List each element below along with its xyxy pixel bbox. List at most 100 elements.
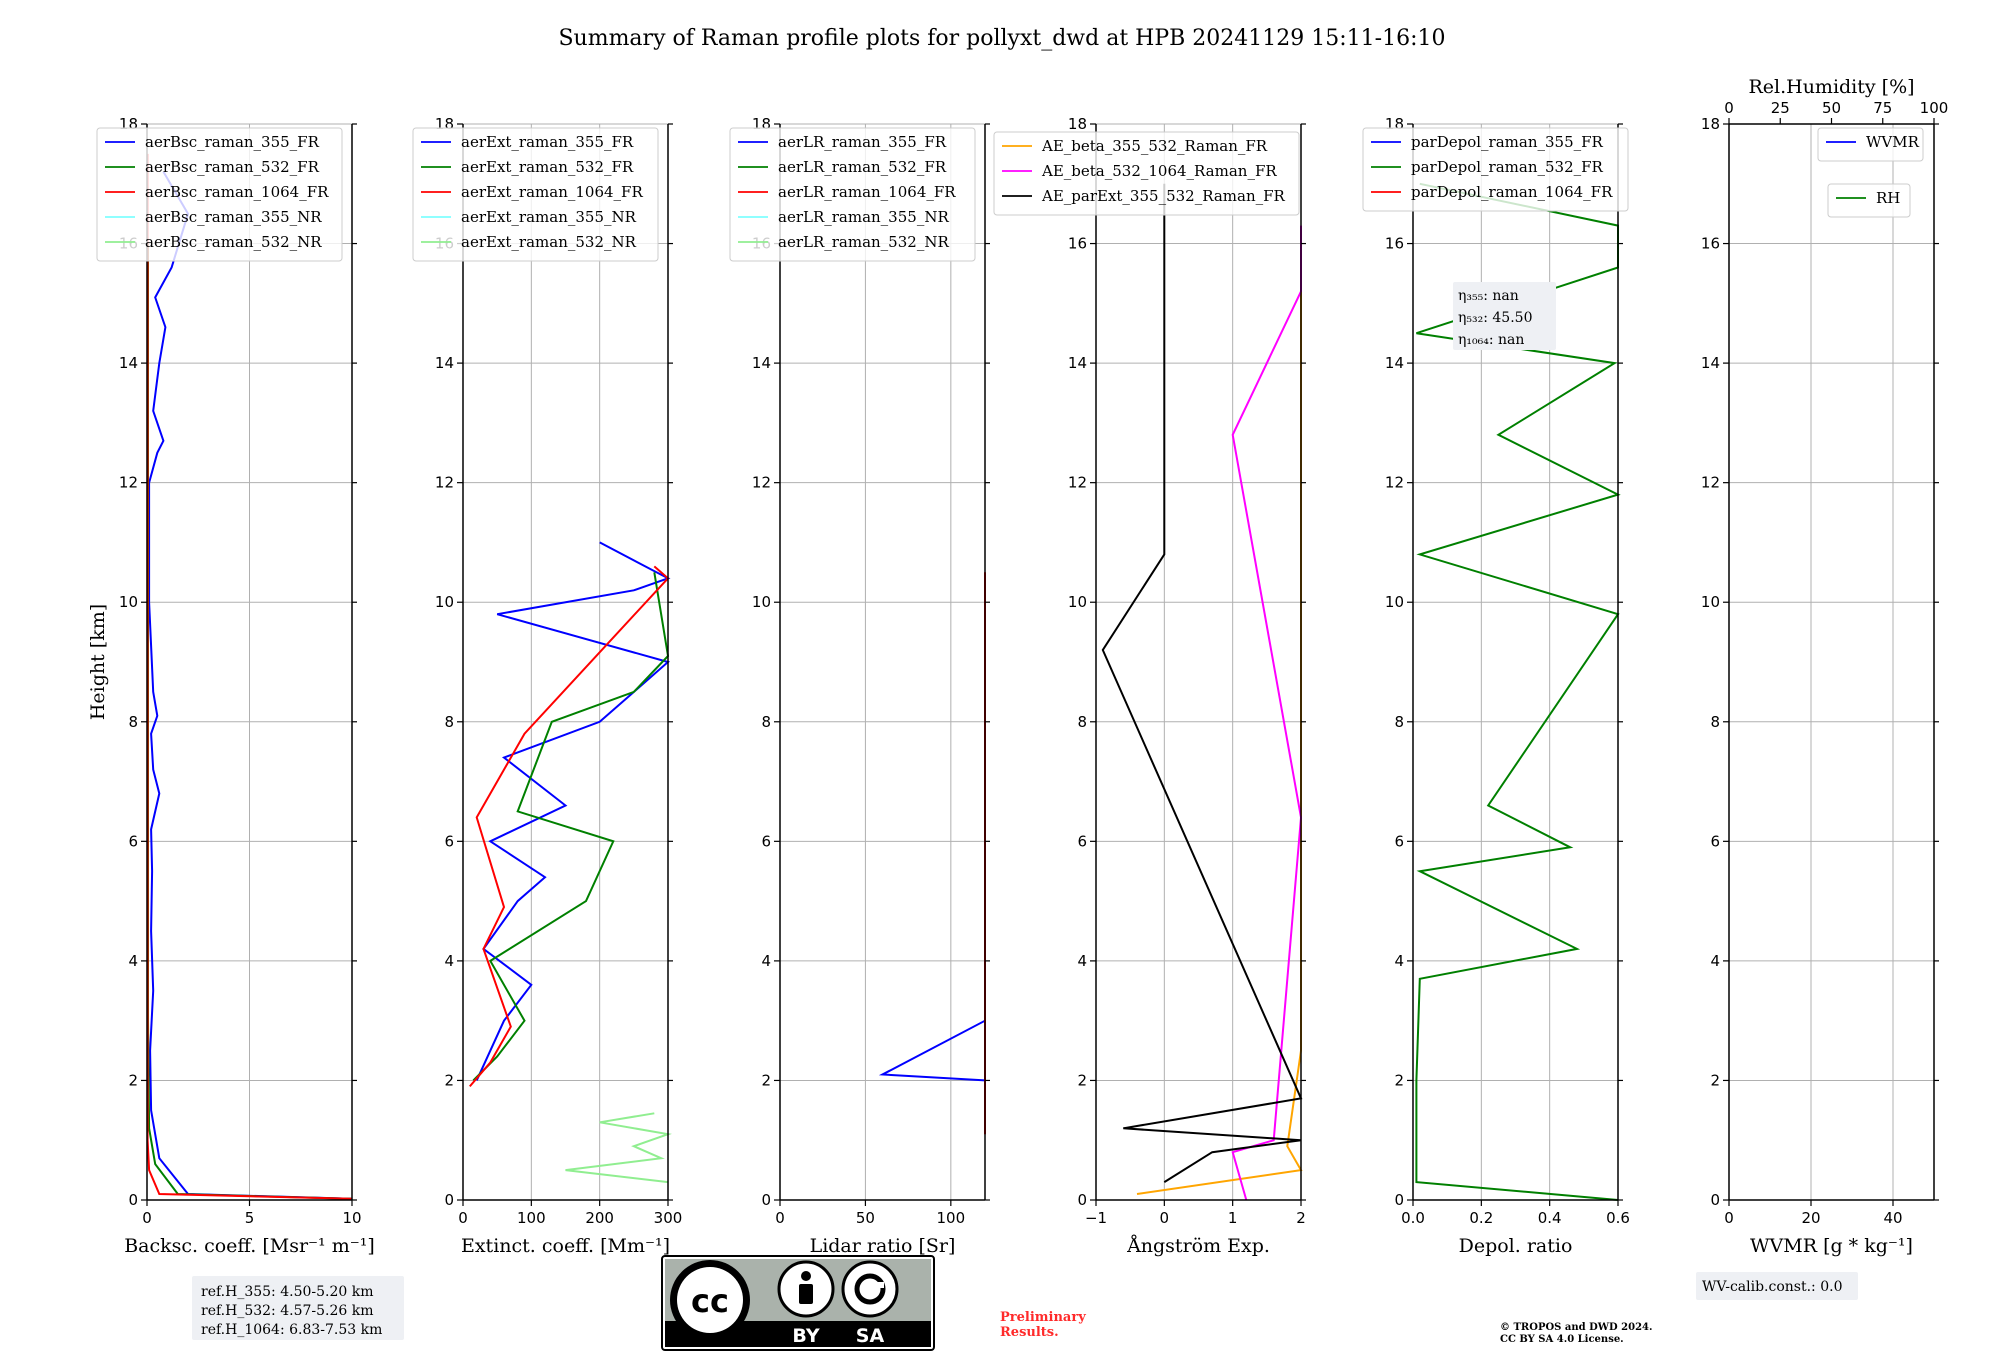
legend: WVMR — [1817, 127, 1924, 162]
x-tick-label: 2 — [1296, 1209, 1306, 1227]
preliminary-line-2: Results. — [1000, 1325, 1059, 1340]
y-tick-label: 6 — [761, 832, 771, 850]
y-tick-label: 0 — [1394, 1191, 1404, 1209]
series-line — [472, 572, 670, 1082]
y-tick-label: 14 — [119, 354, 138, 372]
series-line — [469, 565, 670, 1088]
legend-label: aerExt_raman_355_FR — [461, 133, 634, 151]
copyright-line-1: © TROPOS and DWD 2024. — [1500, 1322, 1652, 1333]
legend-label: aerLR_raman_532_NR — [778, 233, 949, 251]
top-x-tick-label: 100 — [1920, 99, 1949, 117]
y-tick-label: 10 — [435, 593, 454, 611]
y-tick-label: 14 — [1068, 354, 1087, 372]
y-tick-label: 16 — [1385, 235, 1404, 253]
series-line — [148, 171, 353, 1200]
legend-label: AE_beta_532_1064_Raman_FR — [1041, 162, 1277, 180]
x-tick-label: 0 — [142, 1209, 152, 1227]
y-tick-label: 12 — [119, 474, 138, 492]
y-tick-label: 18 — [1701, 115, 1720, 133]
y-axis-label: Height [km] — [87, 604, 109, 720]
y-tick-label: 6 — [444, 832, 454, 850]
x-tick-label: 0.6 — [1606, 1209, 1630, 1227]
y-tick-label: 4 — [444, 952, 454, 970]
y-tick-label: 4 — [128, 952, 138, 970]
y-tick-label: 10 — [1068, 593, 1087, 611]
ref-line-532: ref.H_532: 4.57-5.26 km — [201, 1303, 374, 1319]
x-axis-label: Depol. ratio — [1459, 1235, 1573, 1257]
legend-label: aerBsc_raman_355_FR — [145, 133, 320, 151]
y-tick-label: 8 — [1077, 713, 1087, 731]
series-line — [1231, 225, 1303, 1201]
legend: AE_beta_355_532_Raman_FR AE_beta_532_1064… — [993, 131, 1300, 216]
ref-line-355: ref.H_355: 4.50-5.20 km — [201, 1284, 374, 1300]
x-tick-label: 100 — [937, 1209, 966, 1227]
y-tick-label: 4 — [1077, 952, 1087, 970]
y-tick-label: 0 — [444, 1191, 454, 1209]
y-tick-label: 2 — [444, 1071, 454, 1089]
y-tick-label: 4 — [1394, 952, 1404, 970]
top-x-tick-label: 75 — [1873, 99, 1892, 117]
y-tick-label: 6 — [1394, 832, 1404, 850]
y-tick-label: 10 — [119, 593, 138, 611]
legend-label: parDepol_raman_532_FR — [1411, 158, 1604, 176]
x-tick-label: 300 — [654, 1209, 683, 1227]
legend: parDepol_raman_355_FR parDepol_raman_532_… — [1362, 127, 1629, 212]
x-tick-label: 40 — [1883, 1209, 1902, 1227]
y-tick-label: 10 — [1701, 593, 1720, 611]
y-tick-label: 8 — [761, 713, 771, 731]
legend-label: aerBsc_raman_532_NR — [145, 233, 322, 251]
panel-bsc: 0246810121416180510Backsc. coeff. [Msr⁻¹… — [96, 115, 375, 1257]
y-tick-label: 14 — [1701, 354, 1720, 372]
top-x-tick-label: 25 — [1771, 99, 1790, 117]
wv-calib-text: WV-calib.const.: 0.0 — [1702, 1279, 1842, 1295]
legend-label: aerExt_raman_532_NR — [461, 233, 637, 251]
legend: aerExt_raman_355_FR aerExt_raman_532_FRae… — [412, 127, 659, 262]
top-x-tick-label: 50 — [1822, 99, 1841, 117]
y-tick-label: 16 — [1068, 235, 1087, 253]
y-tick-label: 8 — [1710, 713, 1720, 731]
y-tick-label: 8 — [444, 713, 454, 731]
logo-by-text: BY — [792, 1325, 819, 1347]
x-tick-label: −1 — [1085, 1209, 1107, 1227]
legend: aerLR_raman_355_FR aerLR_raman_532_FR aerL… — [729, 127, 976, 262]
panel-lr: 024681012141618050100Lidar ratio [Sr]aer… — [729, 115, 990, 1257]
y-tick-label: 18 — [1068, 115, 1087, 133]
y-tick-label: 8 — [128, 713, 138, 731]
x-tick-label: 1 — [1228, 1209, 1238, 1227]
legend-label: aerExt_raman_355_NR — [461, 208, 637, 226]
y-tick-label: 4 — [761, 952, 771, 970]
x-tick-label: 0 — [1160, 1209, 1170, 1227]
x-tick-label: 0 — [458, 1209, 468, 1227]
legend-label: aerBsc_raman_532_FR — [145, 158, 320, 176]
figure-title: Summary of Raman profile plots for polly… — [558, 26, 1445, 51]
legend-label: parDepol_raman_355_FR — [1411, 133, 1604, 151]
eta-line: η₃₅₅: nan — [1458, 288, 1519, 304]
x-tick-label: 0 — [1724, 1209, 1734, 1227]
y-tick-label: 16 — [1701, 235, 1720, 253]
y-tick-label: 12 — [435, 474, 454, 492]
y-tick-label: 12 — [1385, 474, 1404, 492]
x-tick-label: 0 — [775, 1209, 785, 1227]
legend-label: aerExt_raman_1064_FR — [461, 183, 643, 201]
x-axis-label: Ångström Exp. — [1126, 1235, 1270, 1257]
panels-layer: 0246810121416180510Backsc. coeff. [Msr⁻¹… — [87, 76, 1948, 1257]
panel-ext: 0246810121416180100200300Extinct. coeff.… — [412, 115, 683, 1257]
y-tick-label: 12 — [752, 474, 771, 492]
eta-line: η₅₃₂: 45.50 — [1458, 310, 1532, 326]
top-x-tick-label: 0 — [1724, 99, 1734, 117]
y-tick-label: 0 — [128, 1191, 138, 1209]
x-tick-label: 200 — [585, 1209, 614, 1227]
reference-height-box: ref.H_355: 4.50-5.20 km ref.H_532: 4.57-… — [192, 1276, 404, 1340]
y-tick-label: 2 — [761, 1071, 771, 1089]
x-tick-label: 5 — [245, 1209, 255, 1227]
series-line — [1101, 183, 1303, 1183]
series-line — [1136, 273, 1303, 1195]
x-axis-label: Lidar ratio [Sr] — [810, 1235, 956, 1257]
y-tick-label: 2 — [1710, 1071, 1720, 1089]
wv-calib-box: WV-calib.const.: 0.0 — [1696, 1272, 1858, 1300]
y-tick-label: 6 — [1710, 832, 1720, 850]
legend-label: aerLR_raman_1064_FR — [778, 183, 956, 201]
legend: RH — [1827, 183, 1911, 218]
